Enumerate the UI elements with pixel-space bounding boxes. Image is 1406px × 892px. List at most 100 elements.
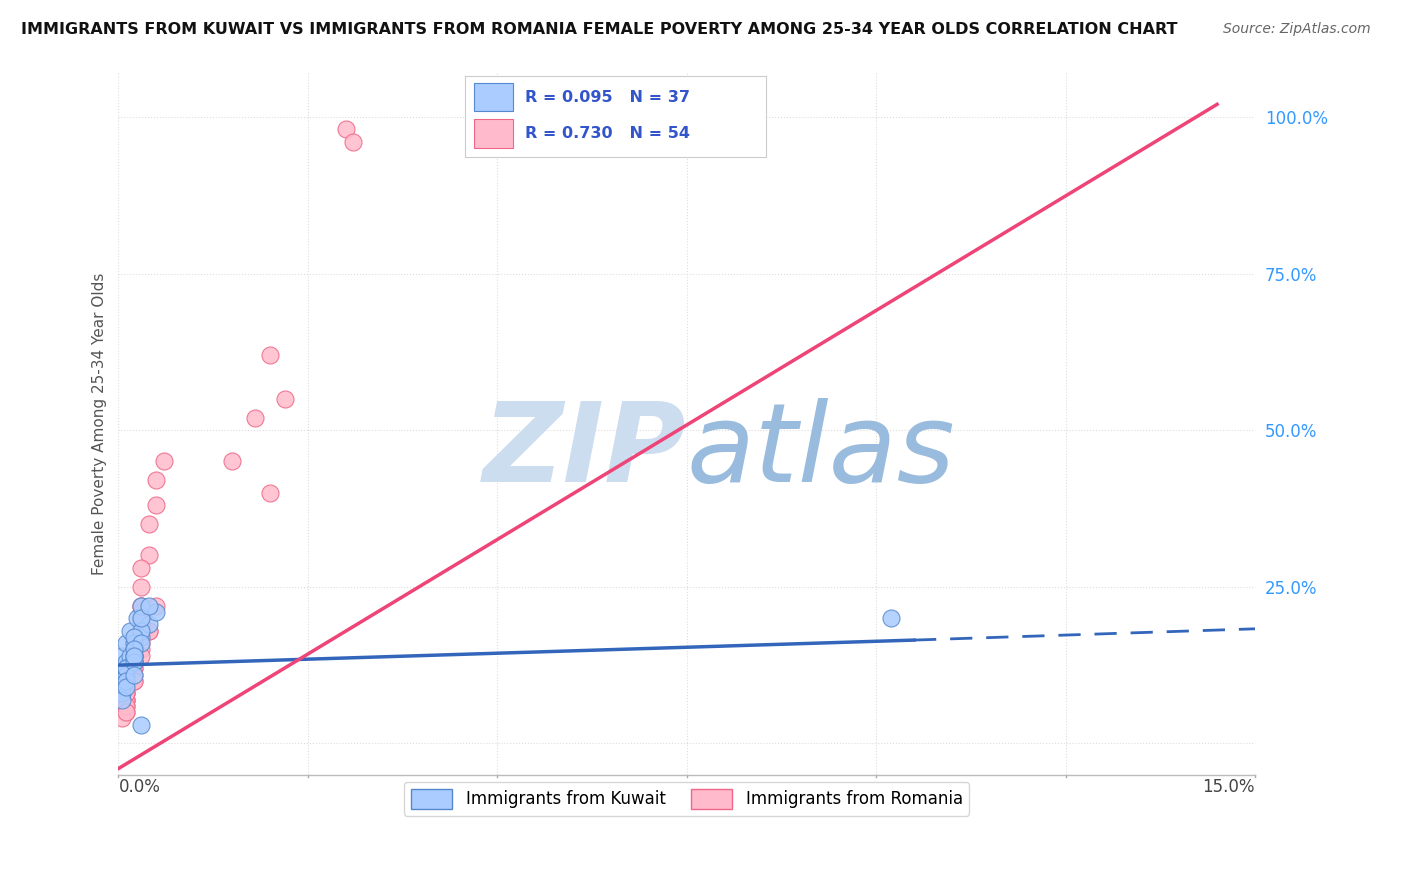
Point — [122, 655, 145, 669]
Point — [259, 485, 281, 500]
Point — [138, 599, 160, 613]
Point — [129, 611, 152, 625]
Point — [129, 636, 152, 650]
Point — [115, 692, 138, 706]
Point — [274, 392, 297, 406]
Point — [122, 648, 145, 663]
Point — [111, 680, 134, 694]
Point — [129, 642, 152, 657]
Point — [129, 599, 152, 613]
Point — [138, 624, 160, 638]
Point — [129, 717, 152, 731]
Point — [111, 692, 134, 706]
Point — [342, 135, 364, 149]
Point — [122, 630, 145, 644]
Text: atlas: atlas — [686, 399, 955, 506]
Point — [122, 673, 145, 688]
Point — [138, 549, 160, 563]
Point — [129, 599, 152, 613]
Point — [115, 686, 138, 700]
Point — [129, 611, 152, 625]
Point — [115, 686, 138, 700]
Point — [122, 648, 145, 663]
Point — [138, 517, 160, 532]
Point — [122, 642, 145, 657]
Point — [115, 680, 138, 694]
Point — [122, 655, 145, 669]
Point — [115, 661, 138, 675]
Point — [115, 680, 138, 694]
Point — [129, 630, 152, 644]
Point — [122, 642, 145, 657]
Point — [111, 661, 134, 675]
Point — [127, 611, 149, 625]
Point — [111, 673, 134, 688]
Point — [880, 611, 903, 625]
Point — [115, 655, 138, 669]
Point — [129, 624, 152, 638]
Point — [111, 686, 134, 700]
Point — [129, 580, 152, 594]
Point — [129, 611, 152, 625]
Point — [111, 686, 134, 700]
Point — [115, 698, 138, 713]
Point — [115, 673, 138, 688]
Point — [122, 648, 145, 663]
Point — [122, 648, 145, 663]
Point — [115, 705, 138, 719]
Point — [122, 655, 145, 669]
Point — [111, 698, 134, 713]
Point — [111, 648, 134, 663]
Point — [129, 605, 152, 619]
Point — [122, 655, 145, 669]
Point — [122, 648, 145, 663]
Point — [145, 605, 167, 619]
Text: 15.0%: 15.0% — [1202, 778, 1256, 796]
Point — [118, 624, 141, 638]
Point — [118, 661, 141, 675]
Point — [122, 667, 145, 681]
Point — [115, 673, 138, 688]
Point — [115, 692, 138, 706]
Point — [129, 617, 152, 632]
Point — [111, 711, 134, 725]
Text: 0.0%: 0.0% — [118, 778, 160, 796]
Point — [115, 661, 138, 675]
Point — [145, 599, 167, 613]
Point — [122, 636, 145, 650]
Point — [138, 624, 160, 638]
Text: IMMIGRANTS FROM KUWAIT VS IMMIGRANTS FROM ROMANIA FEMALE POVERTY AMONG 25-34 YEA: IMMIGRANTS FROM KUWAIT VS IMMIGRANTS FRO… — [21, 22, 1178, 37]
Point — [115, 686, 138, 700]
Point — [335, 122, 357, 136]
Point — [243, 410, 266, 425]
Point — [129, 636, 152, 650]
Point — [138, 617, 160, 632]
Point — [122, 636, 145, 650]
Y-axis label: Female Poverty Among 25-34 Year Olds: Female Poverty Among 25-34 Year Olds — [93, 273, 107, 575]
Point — [122, 655, 145, 669]
Text: ZIP: ZIP — [484, 399, 686, 506]
Point — [129, 617, 152, 632]
Point — [115, 705, 138, 719]
Point — [259, 348, 281, 362]
Point — [129, 624, 152, 638]
Point — [122, 648, 145, 663]
Point — [145, 473, 167, 487]
Point — [118, 648, 141, 663]
Point — [145, 499, 167, 513]
Point — [115, 667, 138, 681]
Point — [122, 630, 145, 644]
Point — [153, 454, 176, 468]
Point — [122, 661, 145, 675]
Point — [129, 561, 152, 575]
Point — [115, 692, 138, 706]
Point — [122, 673, 145, 688]
Point — [115, 667, 138, 681]
Point — [122, 667, 145, 681]
Point — [115, 673, 138, 688]
Point — [115, 636, 138, 650]
Text: Source: ZipAtlas.com: Source: ZipAtlas.com — [1223, 22, 1371, 37]
Point — [122, 636, 145, 650]
Point — [115, 698, 138, 713]
Point — [115, 680, 138, 694]
